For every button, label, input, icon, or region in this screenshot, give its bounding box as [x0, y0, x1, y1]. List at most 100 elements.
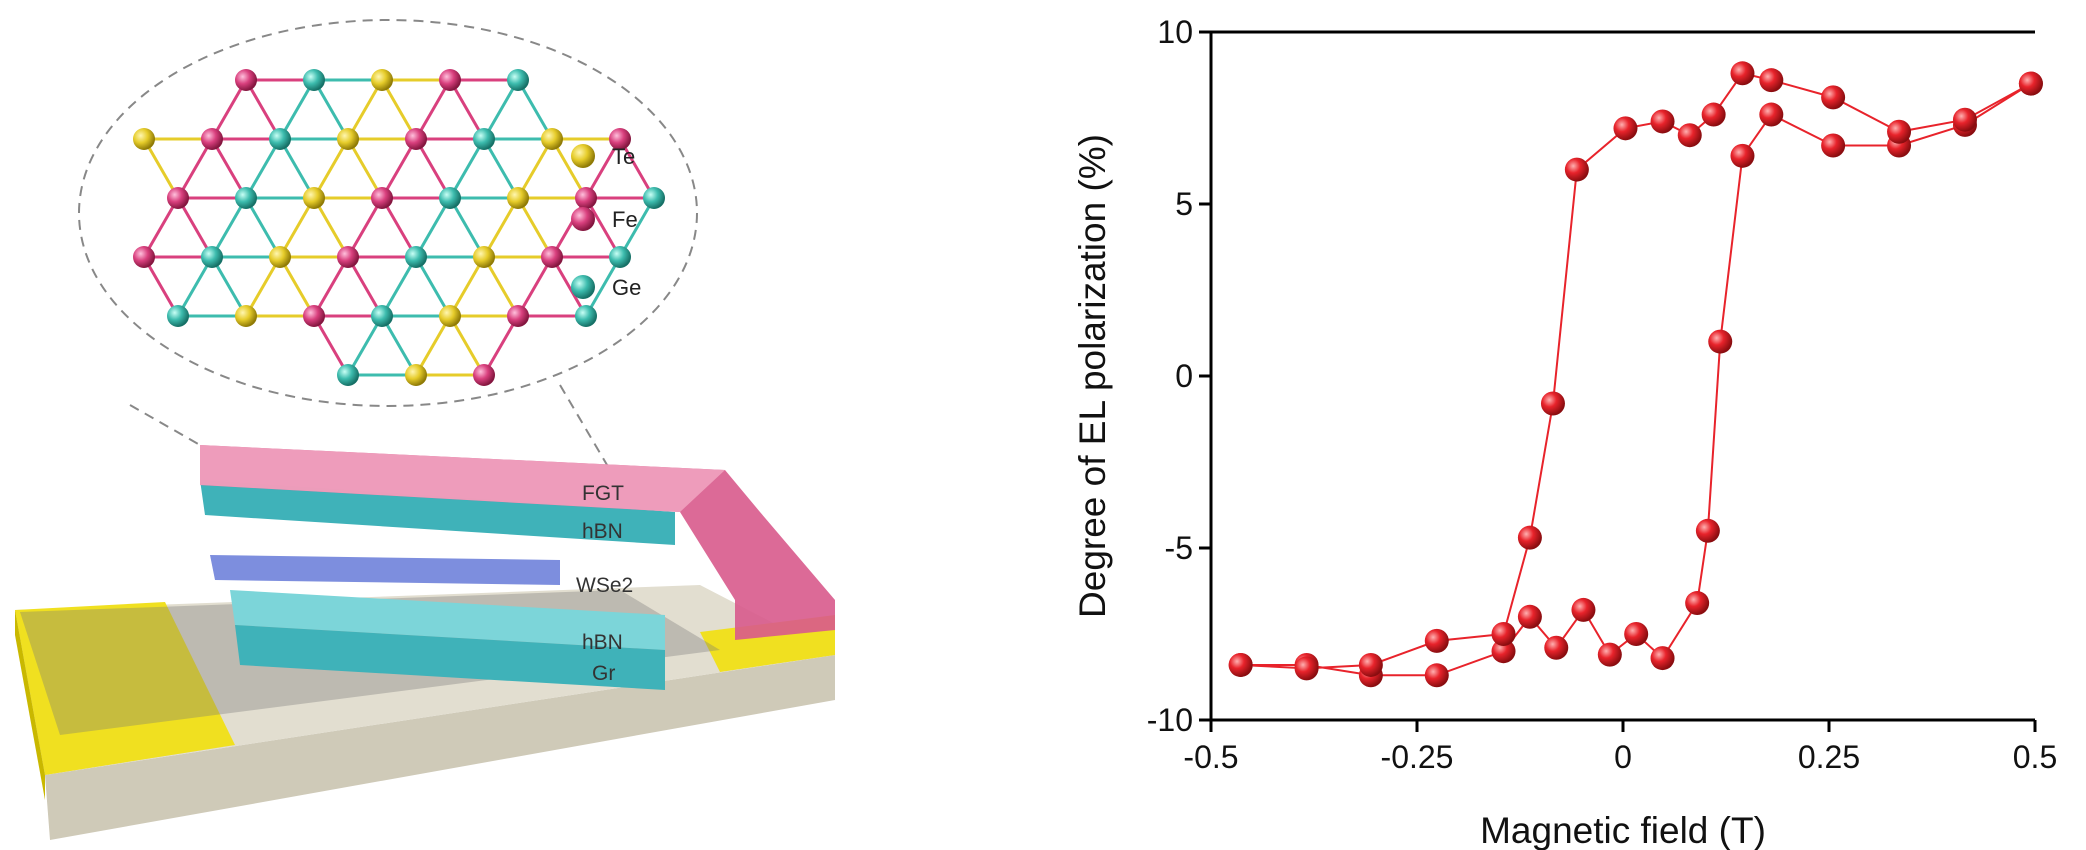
- data-point: [1696, 519, 1720, 543]
- atom: [235, 69, 257, 91]
- x-tick-label: 0.25: [1798, 739, 1860, 775]
- atom: [371, 69, 393, 91]
- data-point: [1759, 68, 1783, 92]
- atom: [371, 187, 393, 209]
- legend-label: Fe: [612, 207, 638, 232]
- y-tick-label: 5: [1175, 186, 1193, 222]
- y-tick-label: 10: [1157, 14, 1193, 50]
- atom: [337, 128, 359, 150]
- y-tick-label: -5: [1165, 530, 1193, 566]
- atom: [507, 69, 529, 91]
- legend-label: Ge: [612, 275, 641, 300]
- zoom-line: [560, 385, 610, 470]
- atom: [337, 246, 359, 268]
- x-axis-title: Magnetic field (T): [1480, 810, 1766, 850]
- data-point: [1651, 109, 1675, 133]
- data-point: [1624, 622, 1648, 646]
- data-point: [1518, 605, 1542, 629]
- data-point: [1708, 330, 1732, 354]
- atom: [439, 187, 461, 209]
- atom: [337, 364, 359, 386]
- data-point: [1229, 653, 1253, 677]
- atom: [507, 187, 529, 209]
- layer-label: WSe2: [576, 574, 633, 597]
- atom: [269, 128, 291, 150]
- atom: [371, 305, 393, 327]
- y-tick-label: -10: [1147, 702, 1193, 738]
- data-point: [1295, 656, 1319, 680]
- atom: [507, 305, 529, 327]
- data-point: [1492, 622, 1516, 646]
- wse2: [210, 555, 560, 585]
- atom: [541, 128, 563, 150]
- data-point: [1425, 663, 1449, 687]
- atom: [405, 364, 427, 386]
- data-point: [1518, 526, 1542, 550]
- atom: [303, 305, 325, 327]
- layer-label: Gr: [592, 662, 615, 685]
- atom: [643, 187, 665, 209]
- atom: [575, 187, 597, 209]
- atom: [235, 305, 257, 327]
- atom: [167, 187, 189, 209]
- atom: [473, 364, 495, 386]
- atom: [167, 305, 189, 327]
- data-point: [1821, 85, 1845, 109]
- layer-label: hBN: [582, 631, 623, 654]
- data-point: [1953, 108, 1977, 132]
- data-point: [1730, 144, 1754, 168]
- layer-label: hBN: [582, 520, 623, 543]
- series-line: [1241, 84, 2031, 676]
- legend-label: Te: [612, 144, 635, 169]
- x-tick-label: -0.25: [1381, 739, 1454, 775]
- data-point: [1598, 643, 1622, 667]
- data-point: [1425, 629, 1449, 653]
- zoom-line: [130, 405, 200, 445]
- data-point: [1571, 598, 1595, 622]
- series-line: [1241, 73, 2031, 668]
- data-point: [1359, 653, 1383, 677]
- atom: [473, 128, 495, 150]
- layer-label: FGT: [582, 482, 624, 505]
- data-point: [1702, 103, 1726, 127]
- data-point: [1544, 636, 1568, 660]
- data-point: [1613, 116, 1637, 140]
- y-axis-title: Degree of EL polarization (%): [1072, 134, 1113, 618]
- data-point: [1821, 134, 1845, 158]
- atom: [269, 246, 291, 268]
- x-tick-label: -0.5: [1183, 739, 1238, 775]
- data-point: [1565, 158, 1589, 182]
- atom: [133, 246, 155, 268]
- legend-atom: [571, 207, 595, 231]
- atom: [303, 69, 325, 91]
- figure: Te Fe Ge FGT hBN WSe2 hBN Gr Magnetic fi…: [0, 0, 2086, 850]
- data-point: [1730, 61, 1754, 85]
- lattice-inset: [79, 20, 697, 470]
- data-point: [1678, 123, 1702, 147]
- atom: [201, 246, 223, 268]
- device: [15, 445, 835, 840]
- x-tick-label: 0.5: [2013, 739, 2057, 775]
- atom: [439, 69, 461, 91]
- atom: [609, 246, 631, 268]
- data-point: [1759, 103, 1783, 127]
- atom: [541, 246, 563, 268]
- data-point: [1887, 120, 1911, 144]
- atom: [201, 128, 223, 150]
- y-tick-label: 0: [1175, 358, 1193, 394]
- data-point: [1541, 392, 1565, 416]
- atom: [473, 246, 495, 268]
- atom: [405, 128, 427, 150]
- atom: [133, 128, 155, 150]
- atom: [575, 305, 597, 327]
- legend-atom: [571, 275, 595, 299]
- x-tick-label: 0: [1614, 739, 1632, 775]
- data-point: [1685, 591, 1709, 615]
- legend-atom: [571, 144, 595, 168]
- data-point: [2019, 72, 2043, 96]
- atom: [439, 305, 461, 327]
- atom: [235, 187, 257, 209]
- atom: [405, 246, 427, 268]
- data-point: [1651, 646, 1675, 670]
- atom: [303, 187, 325, 209]
